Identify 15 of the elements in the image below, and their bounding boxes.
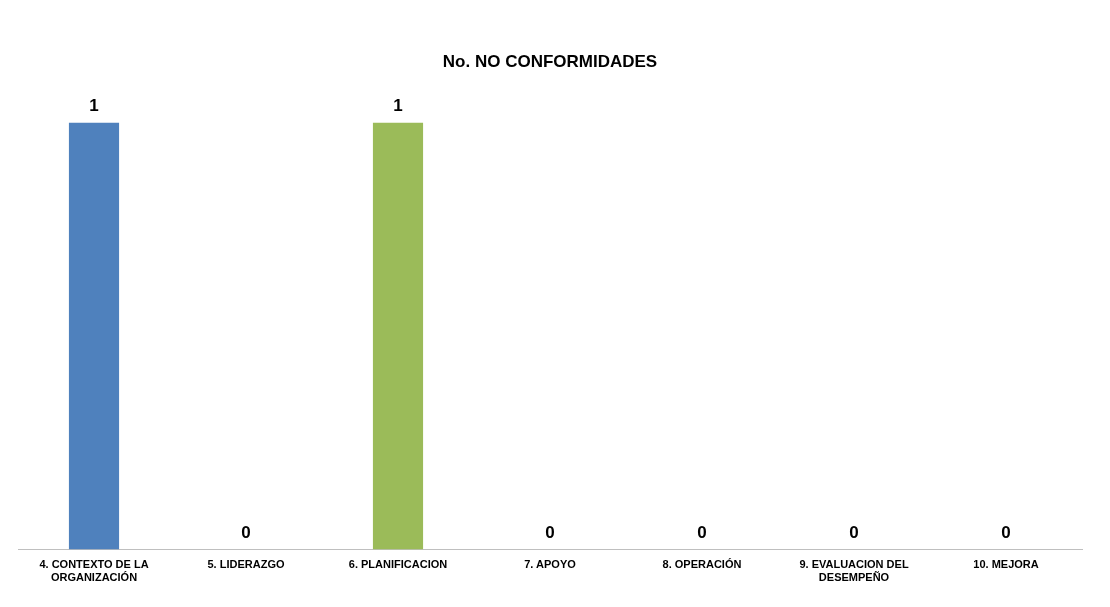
x-tick-label: 7. APOYO — [524, 558, 577, 571]
x-tick-label: 5. LIDERAZGO — [207, 558, 285, 571]
data-label: 0 — [241, 522, 251, 542]
x-tick-label: 6. PLANIFICACION — [348, 558, 448, 571]
data-label: 0 — [1001, 522, 1011, 542]
x-tick-label: 9. EVALUACION DEL DESEMPEÑO — [799, 558, 909, 584]
data-label: 0 — [697, 522, 707, 542]
data-label: 0 — [849, 522, 859, 542]
data-label: 1 — [89, 95, 99, 115]
data-label: 1 — [393, 95, 403, 115]
data-label: 0 — [545, 522, 555, 542]
chart-title: No. NO CONFORMIDADES — [442, 51, 658, 71]
x-tick-label: 8. OPERACIÓN — [662, 558, 742, 571]
x-tick-label: 4. CONTEXTO DE LA ORGANIZACIÓN — [39, 558, 149, 584]
x-tick-label: 10. MEJORA — [973, 558, 1039, 571]
